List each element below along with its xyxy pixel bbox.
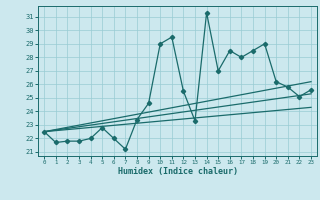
X-axis label: Humidex (Indice chaleur): Humidex (Indice chaleur) — [118, 167, 238, 176]
